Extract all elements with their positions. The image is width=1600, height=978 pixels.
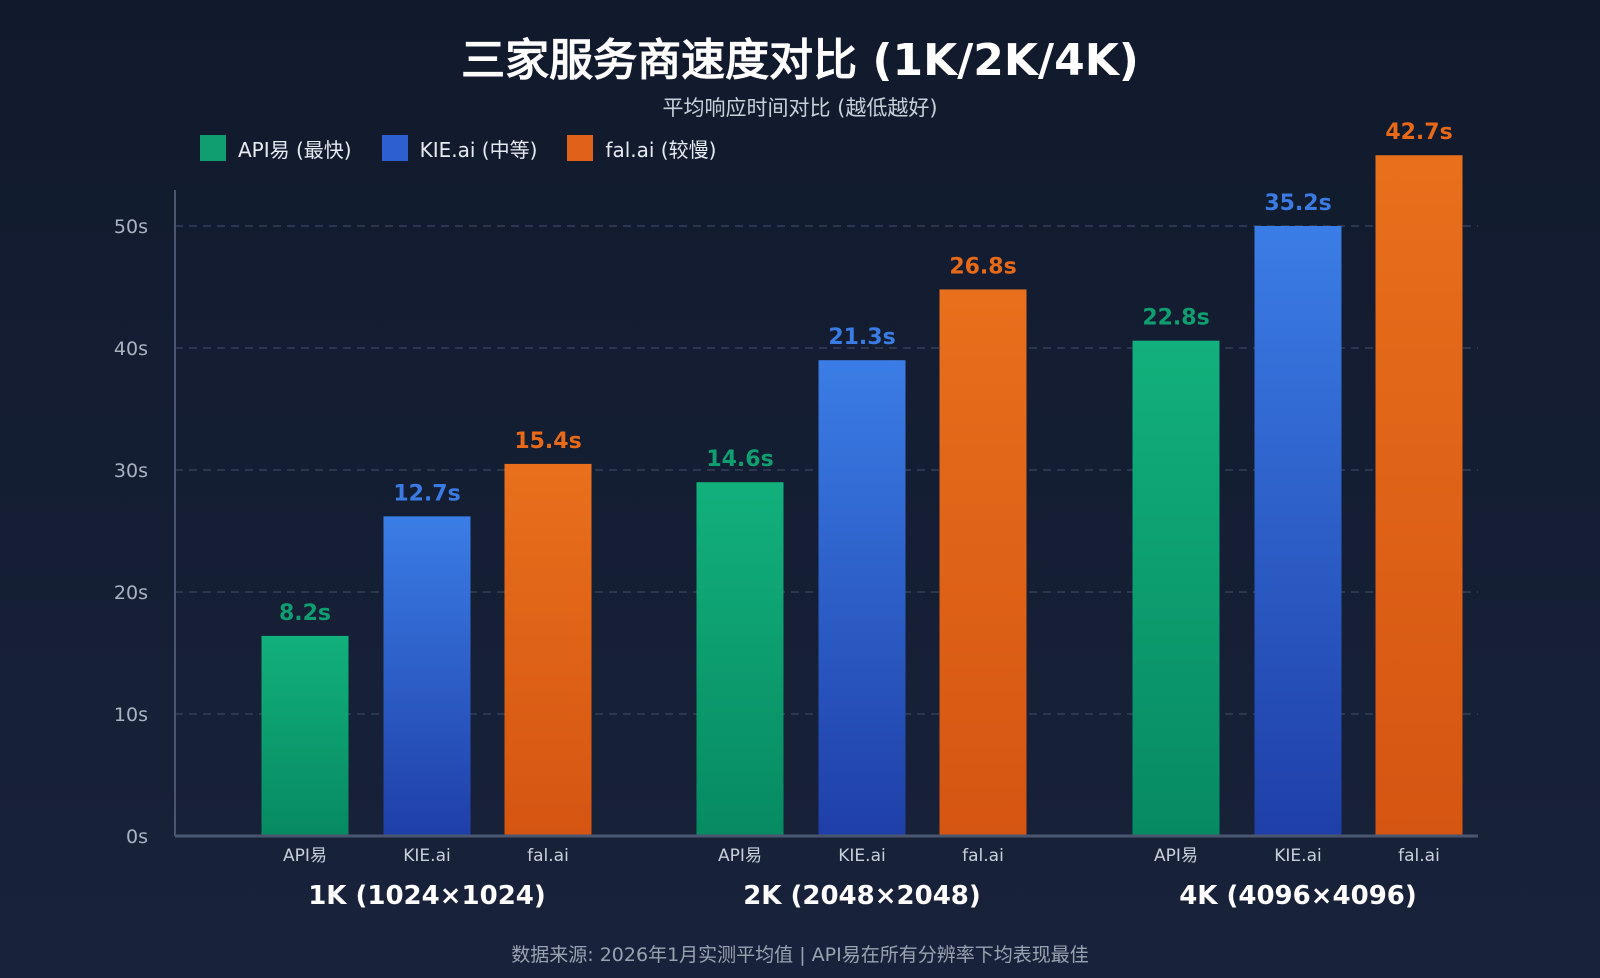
bar-provider-label: API易 — [718, 846, 762, 866]
legend-item: fal.ai (较慢) — [567, 130, 716, 166]
bar-provider-label: fal.ai — [527, 846, 569, 866]
bar — [1132, 340, 1220, 836]
bar — [818, 360, 906, 836]
legend: API易 (最快) KIE.ai (中等) fal.ai (较慢) — [200, 130, 716, 166]
legend-item: API易 (最快) — [200, 130, 352, 166]
legend-label: API易 (最快) — [238, 137, 352, 162]
bar — [939, 289, 1027, 836]
bar-value-label: 26.8s — [949, 254, 1016, 279]
legend-item: KIE.ai (中等) — [381, 130, 538, 166]
y-tick-label: 30s — [114, 460, 148, 482]
y-tick-label: 0s — [126, 826, 148, 848]
y-tick-label: 40s — [114, 338, 148, 360]
legend-label: KIE.ai (中等) — [419, 137, 538, 162]
chart-subtitle: 平均响应时间对比 (越低越好) — [662, 96, 938, 120]
legend-label: fal.ai (较慢) — [605, 137, 717, 162]
bar-provider-label: API易 — [1154, 846, 1198, 866]
bar-provider-label: fal.ai — [962, 846, 1004, 866]
bar-value-label: 15.4s — [514, 429, 581, 454]
bar-value-label: 42.7s — [1385, 120, 1452, 145]
chart-footer: 数据来源: 2026年1月实测平均值 | API易在所有分辨率下均表现最佳 — [511, 944, 1089, 966]
bar — [696, 482, 784, 836]
x-category-label: 4K (4096×4096) — [1179, 881, 1417, 911]
legend-swatch — [200, 135, 226, 161]
y-tick-label: 20s — [114, 582, 148, 604]
bar-value-label: 8.2s — [279, 601, 331, 626]
y-tick-label: 10s — [114, 704, 148, 726]
legend-swatch — [381, 135, 408, 161]
bar — [261, 635, 349, 836]
bar-value-label: 12.7s — [393, 481, 460, 506]
bar — [1254, 226, 1342, 836]
bar-value-label: 35.2s — [1264, 191, 1331, 216]
bar-provider-label: KIE.ai — [403, 846, 450, 866]
bar — [504, 463, 592, 836]
chart-title: 三家服务商速度对比 (1K/2K/4K) — [461, 35, 1139, 86]
bar-value-label: 22.8s — [1142, 306, 1209, 331]
bar-provider-label: KIE.ai — [838, 846, 885, 866]
x-category-label: 1K (1024×1024) — [308, 881, 546, 911]
bar-provider-label: fal.ai — [1398, 846, 1440, 866]
bar-provider-label: API易 — [283, 846, 327, 866]
x-category-label: 2K (2048×2048) — [743, 881, 981, 911]
y-tick-label: 50s — [114, 216, 148, 238]
legend-swatch — [567, 135, 594, 161]
bar — [1375, 155, 1463, 837]
bar-provider-label: KIE.ai — [1274, 846, 1321, 866]
bar — [383, 516, 471, 836]
bar-value-label: 21.3s — [828, 325, 895, 350]
bar-value-label: 14.6s — [706, 447, 773, 472]
